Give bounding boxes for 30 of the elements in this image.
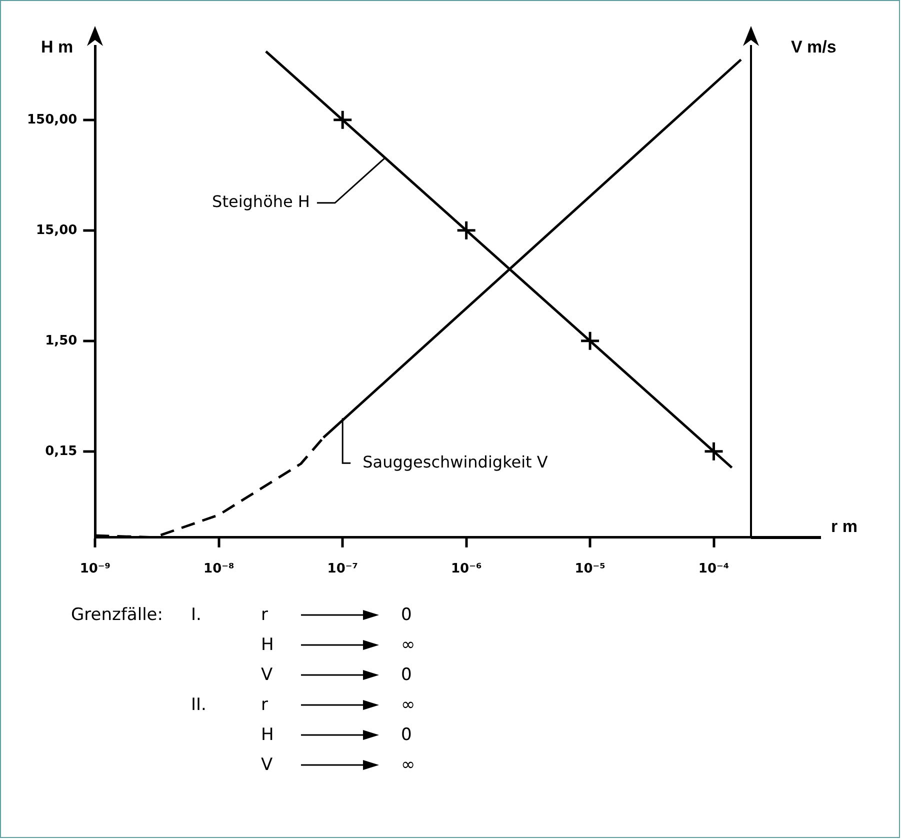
text: V	[261, 754, 274, 777]
y-tick-label: 15,00	[36, 222, 78, 238]
text: 0	[401, 664, 413, 687]
x-tick-label: 10⁻⁷	[327, 562, 358, 577]
text: r	[261, 604, 269, 627]
x-tick-label: 10⁻⁴	[698, 562, 730, 577]
x-tick-label: 10⁻⁹	[80, 562, 111, 577]
text: V	[261, 664, 274, 687]
y-tick-label: 150,00	[26, 112, 78, 128]
text: ∞	[401, 754, 416, 777]
text: 0	[401, 724, 413, 747]
text: H	[261, 724, 275, 747]
text: 0	[401, 604, 413, 627]
x-axis-title: r m	[831, 517, 858, 536]
text: ∞	[401, 634, 416, 657]
text: r	[261, 694, 269, 717]
y-tick-label: 1,50	[45, 333, 78, 348]
annotation: Sauggeschwindigkeit V	[362, 452, 548, 472]
x-tick-label: 10⁻⁵	[574, 562, 606, 577]
x-tick-label: 10⁻⁸	[204, 562, 235, 577]
x-tick-label: 10⁻⁶	[450, 562, 482, 577]
text: Grenzfälle:	[71, 604, 164, 627]
text: I.	[191, 604, 202, 627]
y-axis-title: H m	[41, 38, 74, 57]
text: ∞	[401, 694, 416, 717]
y-tick-label: 0,15	[45, 444, 78, 459]
y2-axis-title: V m/s	[791, 38, 836, 57]
annotation: Steighöhe H	[212, 192, 310, 212]
text: II.	[191, 694, 208, 717]
text: H	[261, 634, 275, 657]
